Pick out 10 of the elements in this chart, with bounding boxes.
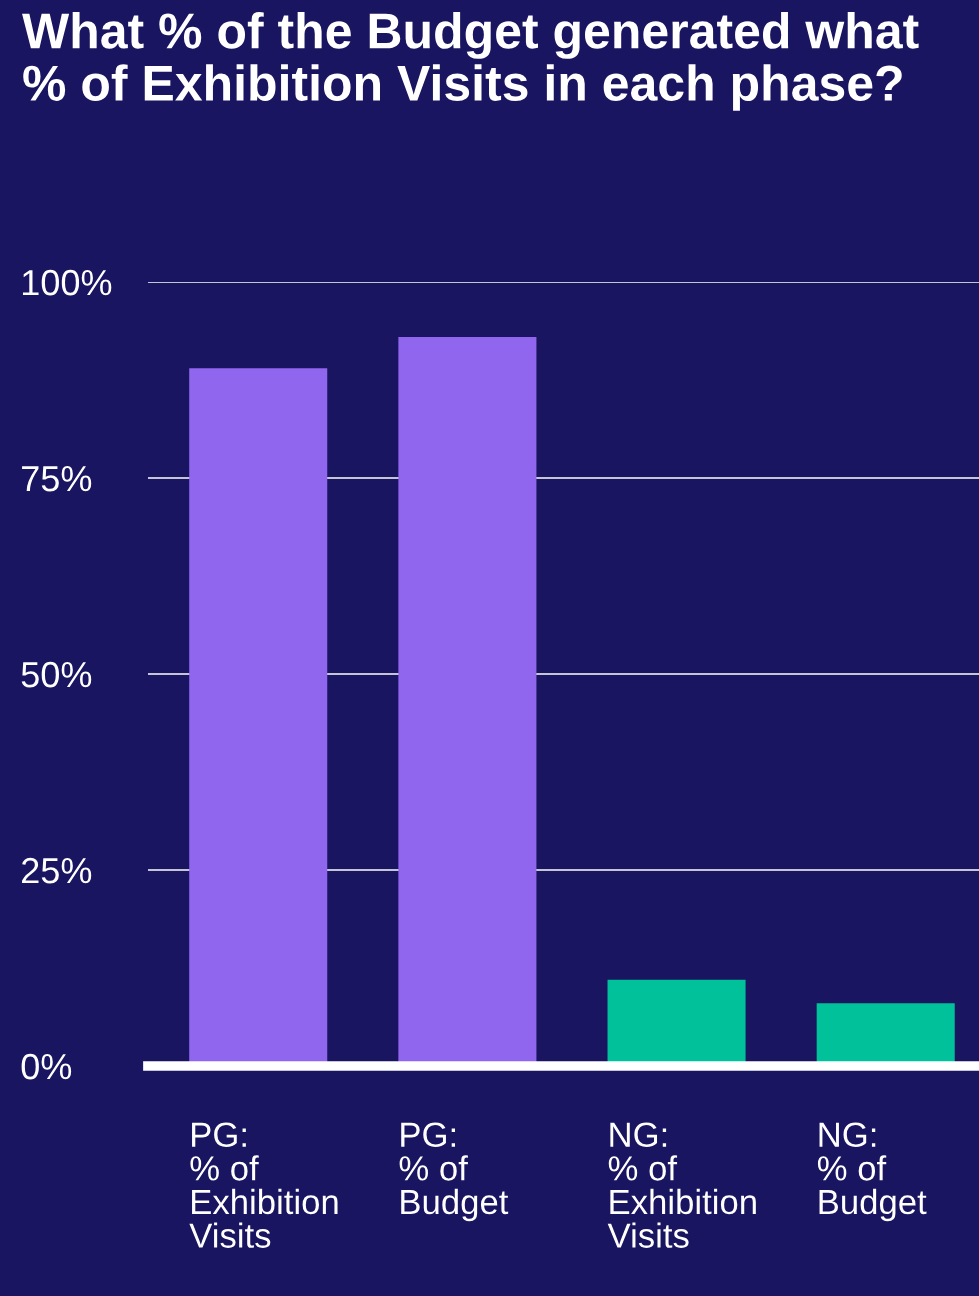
x-tick-label: PG: % of Budget bbox=[399, 1122, 509, 1222]
x-tick-label: PG: % of Exhibition Visits bbox=[189, 1122, 338, 1248]
y-tick-label: 25% bbox=[22, 857, 92, 884]
x-tick-label: NG: % of Budget bbox=[817, 1122, 927, 1222]
x-tick-label: NG: % of Exhibition Visits bbox=[607, 1122, 756, 1248]
y-tick-label: 50% bbox=[21, 661, 92, 688]
chart-title: What % of the Budget generated what % of Exhibition Visits in each phase? bbox=[22, 12, 919, 111]
y-tick-label: 0% bbox=[21, 1053, 72, 1080]
y-tick-label: 75% bbox=[22, 466, 92, 492]
y-tick-label: 100% bbox=[22, 269, 112, 296]
